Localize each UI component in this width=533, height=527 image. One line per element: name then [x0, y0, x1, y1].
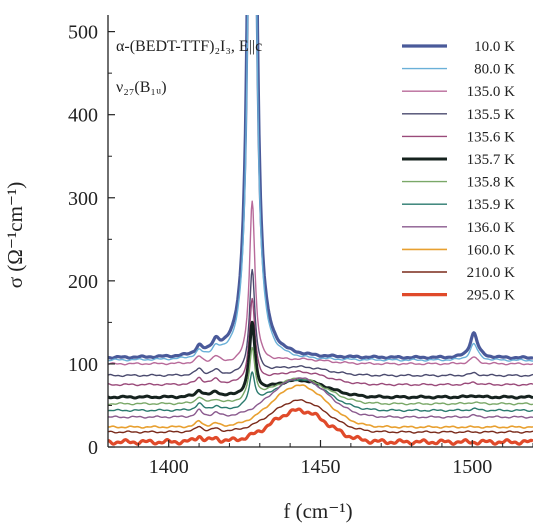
series-line-135.6 — [108, 297, 533, 387]
legend-label-135.9: 135.9 K — [467, 197, 516, 213]
legend-label-135.8: 135.8 K — [467, 175, 516, 191]
y-tick-label-100: 100 — [68, 354, 98, 376]
x-tick-label-1450: 1450 — [301, 456, 341, 478]
legend-label-295.0: 295.0 K — [467, 288, 516, 304]
legend-label-135.7: 135.7 K — [467, 152, 516, 168]
legend-label-135.0: 135.0 K — [467, 84, 516, 100]
series-line-295.0 — [108, 407, 533, 446]
sample-annotation: α-(BEDT-TTF)₂I₃, E||c — [116, 38, 262, 55]
legend-label-210.0: 210.0 K — [467, 265, 516, 281]
series-layer — [108, 15, 533, 446]
series-line-135.5 — [108, 268, 533, 378]
x-axis-title: f (cm⁻¹) — [283, 499, 352, 523]
y-tick-label-200: 200 — [68, 271, 98, 293]
series-line-80.0 — [108, 15, 533, 362]
legend-label-135.6: 135.6 K — [467, 129, 516, 145]
y-tick-label-500: 500 — [68, 22, 98, 44]
mode-annotation: ν₂₇(B₁ᵤ) — [116, 79, 167, 96]
series-line-210.0 — [108, 399, 533, 434]
legend: 10.0 K 80.0 K 135.0 K 135.5 K 135.6 K 135.7 K… — [402, 39, 515, 304]
series-line-136.0 — [108, 377, 533, 419]
ticks-layer: 1400 1450 1500 0 100 200 300 400 500 — [68, 22, 533, 478]
y-tick-label-300: 300 — [68, 188, 98, 210]
x-tick-label-1500: 1500 — [452, 456, 492, 478]
legend-label-160.0: 160.0 K — [467, 242, 516, 258]
y-tick-label-400: 400 — [68, 105, 98, 127]
series-line-135.8 — [108, 346, 533, 406]
x-tick-label-1400: 1400 — [149, 456, 189, 478]
legend-label-80.0: 80.0 K — [474, 62, 515, 78]
series-line-10.0 — [108, 15, 533, 361]
series-line-135.0 — [108, 200, 533, 366]
y-tick-label-0: 0 — [88, 437, 98, 459]
legend-label-135.5: 135.5 K — [467, 107, 516, 123]
legend-label-10.0: 10.0 K — [474, 39, 515, 55]
series-line-135.7 — [108, 320, 533, 400]
legend-label-136.0: 136.0 K — [467, 220, 516, 236]
y-axis-title: σ (Ω⁻¹cm⁻¹) — [3, 182, 27, 289]
series-line-135.9 — [108, 371, 533, 413]
series-line-160.0 — [108, 384, 533, 429]
